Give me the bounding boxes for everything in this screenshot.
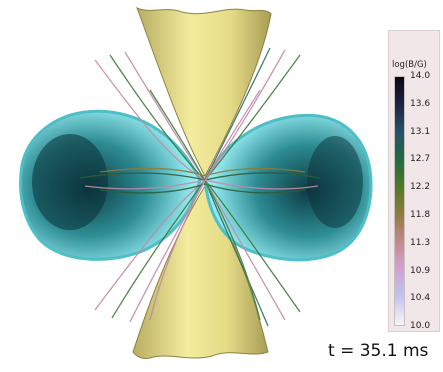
colorbar-tick: 10.0 (410, 321, 431, 331)
colorbar-panel: log(B/G) 14.0 13.6 13.1 12.7 12.2 11.8 1… (388, 30, 440, 332)
colorbar-gradient (394, 76, 405, 326)
colorbar-title: log(B/G) (392, 60, 427, 70)
lower-funnel (132, 185, 269, 359)
colorbar-tick: 11.3 (410, 237, 431, 248)
colorbar-tick: 14.0 (410, 71, 431, 81)
colorbar-tick: 10.9 (410, 265, 431, 276)
colorbar-tick: 11.8 (410, 210, 431, 220)
magnetic-field-lines (79, 47, 321, 327)
colorbar-tick: 12.2 (410, 182, 431, 193)
colorbar-tick: 13.6 (410, 98, 431, 109)
upper-funnel (136, 7, 272, 178)
colorbar-tick: 10.4 (410, 293, 431, 304)
time-label: t = 35.1 ms (328, 341, 429, 361)
simulation-render (19, 7, 373, 359)
colorbar-tick: 12.7 (410, 154, 431, 165)
left-lobe-core (32, 134, 108, 230)
right-lobe-core (307, 136, 363, 228)
colorbar-tick: 13.1 (410, 126, 431, 137)
